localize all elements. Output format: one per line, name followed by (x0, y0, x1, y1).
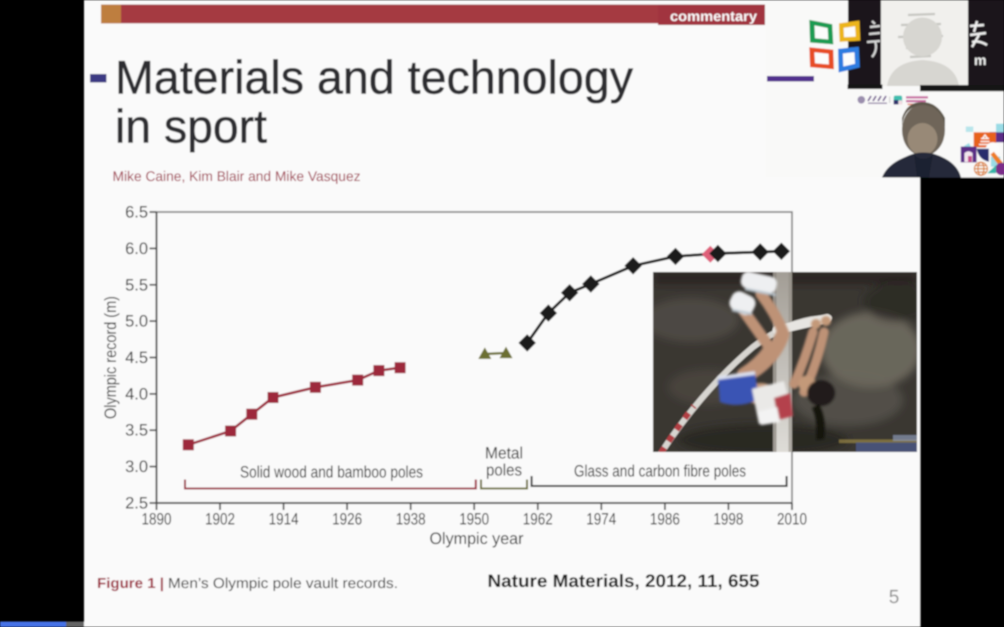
svg-text:5: 5 (889, 587, 900, 608)
svg-text:Olympic record (m): Olympic record (m) (102, 296, 120, 419)
svg-text:Nature Materials, 2012, 11, 65: Nature Materials, 2012, 11, 655 (488, 571, 760, 591)
svg-text:2.5: 2.5 (125, 495, 148, 513)
svg-text:Materials and technology: Materials and technology (115, 51, 633, 104)
svg-text:Glass and carbon fibre poles: Glass and carbon fibre poles (574, 463, 746, 481)
svg-text:Solid wood and bamboo poles: Solid wood and bamboo poles (240, 464, 423, 482)
svg-text:5.0: 5.0 (125, 313, 148, 331)
svg-text:5.5: 5.5 (125, 276, 148, 294)
svg-text:2010: 2010 (777, 511, 807, 529)
svg-text:6.0: 6.0 (125, 240, 148, 258)
svg-text:in sport: in sport (115, 99, 267, 152)
svg-text:6.5: 6.5 (125, 204, 148, 222)
svg-text:m: m (974, 52, 986, 68)
svg-text:1974: 1974 (586, 511, 616, 529)
svg-text:1914: 1914 (269, 511, 299, 529)
svg-text:1926: 1926 (332, 511, 362, 529)
svg-text:1938: 1938 (396, 511, 426, 529)
svg-text:3.5: 3.5 (125, 422, 148, 440)
svg-text:Figure 1 |Men’s Olympic pole v: Figure 1 | Men’s Olympic pole vault recor… (97, 576, 398, 592)
svg-text:1986: 1986 (650, 511, 680, 529)
svg-text:4.0: 4.0 (125, 385, 148, 403)
svg-text:4.5: 4.5 (125, 349, 148, 367)
svg-text:poles: poles (486, 462, 522, 480)
svg-text:1998: 1998 (713, 511, 743, 529)
svg-text:Metal: Metal (485, 445, 523, 463)
svg-text:1950: 1950 (459, 511, 489, 529)
svg-text:Olympic year: Olympic year (430, 530, 524, 548)
svg-text:1902: 1902 (205, 511, 235, 529)
svg-text:Mike Caine, Kim Blair and Mike: Mike Caine, Kim Blair and Mike Vasquez (113, 168, 361, 184)
svg-text:1890: 1890 (142, 511, 172, 529)
svg-text:1962: 1962 (523, 511, 553, 529)
svg-text:3.0: 3.0 (125, 458, 148, 476)
svg-text:commentary: commentary (670, 8, 757, 24)
